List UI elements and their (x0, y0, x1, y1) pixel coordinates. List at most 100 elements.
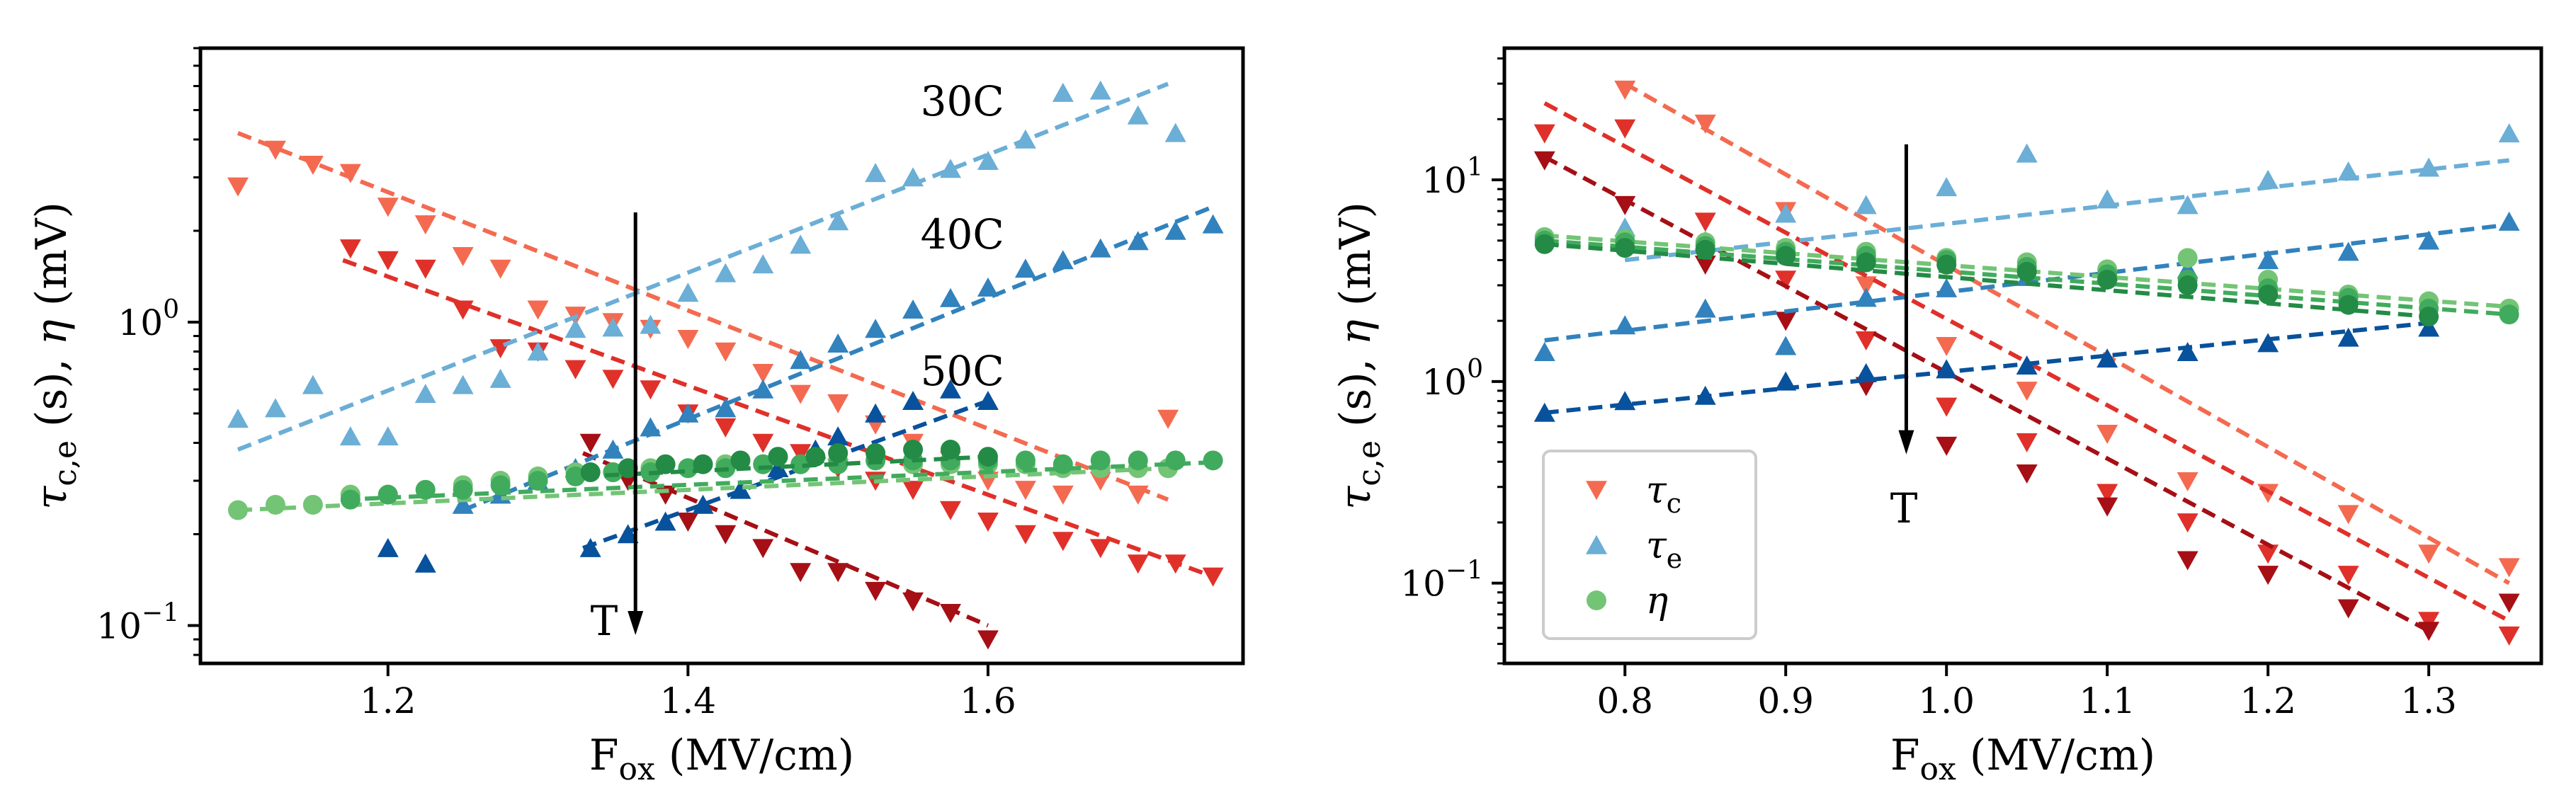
data-point (865, 319, 887, 338)
x-tick-label: 1.2 (2240, 680, 2296, 721)
y-tick-exp: 1 (1467, 153, 1483, 182)
fit-line (1624, 158, 2509, 263)
data-point (692, 494, 714, 514)
data-point (2016, 464, 2038, 484)
data-point (1203, 450, 1223, 471)
data-point (827, 394, 849, 413)
data-point (1936, 397, 1958, 417)
data-point (2177, 248, 2198, 268)
data-point (2177, 195, 2198, 215)
data-point (1694, 255, 1716, 275)
data-point (2337, 327, 2359, 347)
data-point (377, 537, 399, 557)
data-point (302, 375, 324, 394)
y-tick-exp: −1 (142, 598, 179, 627)
data-point (602, 370, 624, 389)
annotation-40C: 40C (921, 210, 1004, 258)
data-point (1775, 203, 1797, 223)
fit-line (342, 258, 1214, 579)
series-τc-40C (1533, 101, 2520, 646)
plot-frame (1502, 46, 2543, 666)
data-point (2418, 157, 2440, 177)
data-point (1128, 450, 1148, 471)
data-point (1694, 114, 1716, 134)
data-point (715, 418, 737, 438)
data-point (377, 198, 399, 217)
data-point (693, 454, 713, 474)
y-tick-exp: −1 (1446, 556, 1483, 586)
data-point (1533, 402, 1555, 422)
x-tick-label: 1.1 (2079, 680, 2135, 721)
data-point (1014, 481, 1036, 501)
x-tick-label: 0.8 (1596, 680, 1653, 721)
data-point (1775, 336, 1797, 355)
data-point (865, 581, 887, 601)
data-point (2337, 599, 2359, 619)
y-tick-base: 10 (1422, 160, 1467, 201)
data-point (902, 167, 924, 187)
legend-label-sub: c (1667, 488, 1681, 519)
y-axis-label-eta: η (27, 319, 76, 345)
annotation-T: T (1890, 484, 1918, 532)
y-axis-label-eta: η (1331, 319, 1380, 345)
data-point (2338, 295, 2359, 315)
data-point (1856, 252, 1876, 273)
data-point (1775, 371, 1797, 391)
data-point (655, 454, 676, 474)
data-point (227, 500, 248, 520)
data-point (227, 409, 249, 428)
data-point (339, 164, 361, 183)
data-point (1127, 554, 1149, 574)
data-point (2257, 333, 2279, 353)
y-axis-label-unit: (mV) (1331, 202, 1380, 319)
data-point (414, 215, 436, 235)
data-point (2177, 341, 2198, 361)
data-point (903, 440, 924, 460)
data-point (1855, 362, 1877, 382)
data-point (1855, 276, 1877, 296)
data-point (1052, 454, 1073, 474)
data-point (902, 481, 924, 501)
plot-frame (198, 46, 1245, 666)
x-axis-label-unit: (MV/cm) (655, 731, 854, 780)
data-point (618, 458, 638, 479)
data-point (977, 277, 999, 297)
data-point (902, 592, 924, 612)
data-point (977, 630, 999, 650)
data-point (2257, 250, 2279, 270)
plot-area (227, 80, 1224, 650)
x-tick-label: 1.2 (360, 680, 416, 721)
y-tick-exp: 0 (163, 295, 179, 324)
y-tick-label: 10−1 (96, 598, 179, 646)
data-point (977, 447, 998, 467)
fit-line (237, 131, 1169, 502)
data-point (677, 512, 699, 532)
data-point (565, 466, 586, 486)
data-point (828, 443, 849, 463)
data-point (1052, 485, 1074, 505)
data-point (1014, 258, 1036, 278)
data-point (2177, 513, 2198, 533)
fit-line (462, 205, 1214, 513)
data-point (715, 398, 737, 418)
legend-label-sub: e (1667, 543, 1683, 574)
data-point (2337, 566, 2359, 586)
legend-marker (1586, 535, 1607, 554)
data-point (1127, 105, 1149, 125)
data-point (715, 525, 737, 544)
data-point (654, 511, 676, 531)
data-point (2257, 169, 2279, 189)
data-point (339, 426, 361, 446)
data-point (602, 317, 624, 337)
x-axis-label-sub: ox (1919, 751, 1956, 787)
data-point (1694, 385, 1716, 405)
data-point (767, 458, 789, 478)
data-point (768, 447, 788, 467)
data-point (1936, 177, 1958, 197)
data-point (1936, 336, 1958, 356)
data-point (579, 433, 601, 453)
data-point (1694, 298, 1716, 318)
